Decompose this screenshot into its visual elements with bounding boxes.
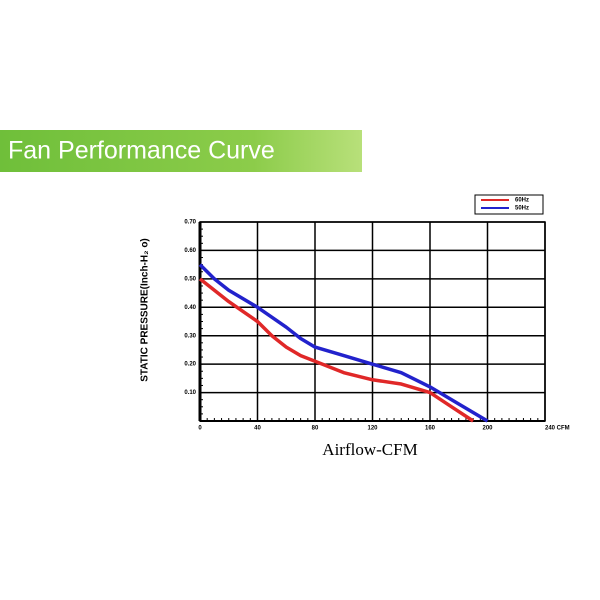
y-tick-label: 0.40: [184, 305, 196, 311]
y-tick-label: 0.30: [184, 333, 196, 339]
y-tick-label: 0.10: [184, 390, 196, 396]
y-axis-label: STATIC PRESSURE(Inch-H₂ o): [140, 238, 151, 382]
legend-label: 50Hz: [515, 206, 529, 212]
x-axis-label: Airflow-CFM: [322, 440, 417, 459]
x-tick-label: 120: [367, 426, 378, 432]
series-line: [198, 263, 489, 423]
y-tick-label: 0.60: [184, 248, 196, 254]
chart-title: Fan Performance Curve: [8, 137, 275, 165]
y-tick-label: 0.70: [184, 220, 196, 226]
x-tick-label: 40: [254, 426, 261, 432]
x-tick-label: 0: [198, 426, 202, 432]
legend-box: [474, 194, 544, 215]
series-line: [198, 277, 475, 423]
title-banner: [0, 130, 362, 172]
x-tick-label: 200: [482, 426, 493, 432]
y-tick-label: 0.50: [184, 276, 196, 282]
legend-label: 60Hz: [515, 198, 529, 204]
x-tick-label: 80: [312, 426, 319, 432]
x-tick-label: 160: [425, 426, 436, 432]
y-tick-label: 0.20: [184, 362, 196, 368]
x-tick-label: 240 CFM: [545, 426, 570, 432]
